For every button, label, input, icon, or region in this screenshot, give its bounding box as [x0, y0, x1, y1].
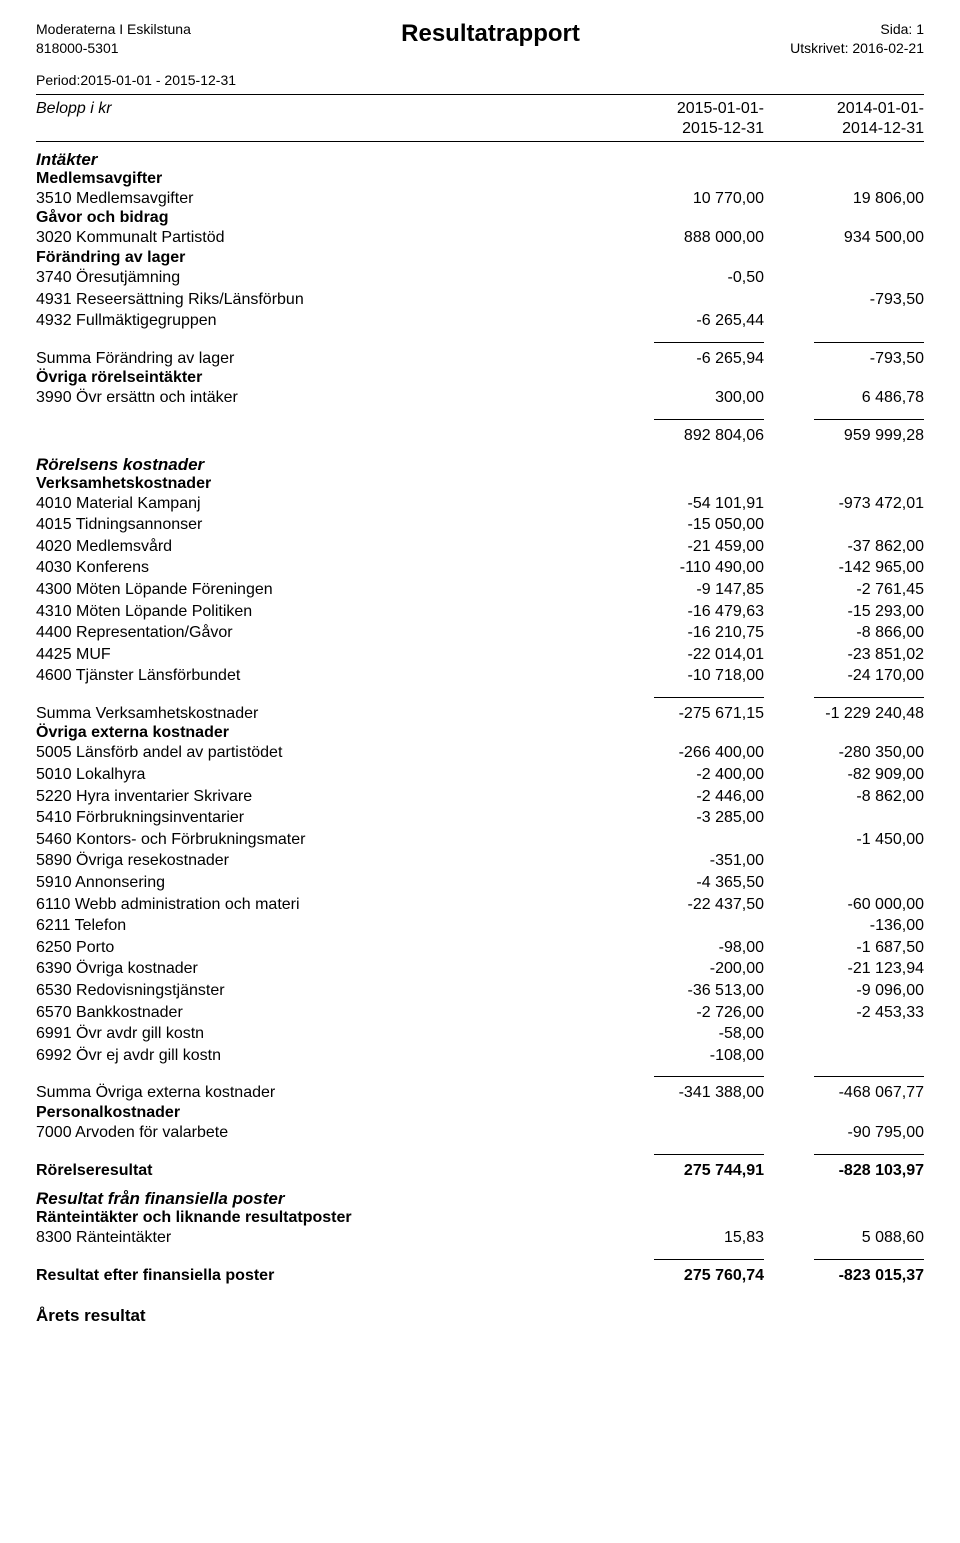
subhead-gavor: Gåvor och bidrag [36, 209, 924, 227]
table-row: 5005 Länsförb andel av partistödet-266 4… [36, 742, 924, 764]
subhead-forandring: Förändring av lager [36, 249, 924, 267]
header-right: Sida: 1 Utskrivet: 2016-02-21 [790, 20, 924, 58]
table-row: 6991 Övr avdr gill kostn-58,00 [36, 1023, 924, 1045]
divider [36, 141, 924, 142]
sum-underline [36, 685, 924, 703]
section-rkost: Rörelsens kostnader [36, 455, 924, 475]
divider [36, 94, 924, 95]
table-row: 4931 Reseersättning Riks/Länsförbun -793… [36, 289, 924, 311]
table-row: 4015 Tidningsannonser-15 050,00 [36, 514, 924, 536]
table-row: 6390 Övriga kostnader-200,00-21 123,94 [36, 958, 924, 980]
table-row: 8300 Ränteintäkter15,835 088,60 [36, 1227, 924, 1249]
table-row: 3740 Öresutjämning -0,50 [36, 267, 924, 289]
subhead-pers: Personalkostnader [36, 1104, 924, 1122]
table-row: 4400 Representation/Gåvor-16 210,75-8 86… [36, 622, 924, 644]
page-number: Sida: 1 [790, 20, 924, 39]
section-intakter: Intäkter [36, 150, 924, 170]
period1-header: 2015-01-01- 2015-12-31 [604, 99, 764, 139]
subhead-ovrext: Övriga externa kostnader [36, 724, 924, 742]
table-row: 4300 Möten Löpande Föreningen-9 147,85-2… [36, 579, 924, 601]
sum-underline [36, 1064, 924, 1082]
table-row: 4010 Material Kampanj-54 101,91-973 472,… [36, 493, 924, 515]
table-row: 4425 MUF-22 014,01-23 851,02 [36, 644, 924, 666]
table-row: 5890 Övriga resekostnader-351,00 [36, 850, 924, 872]
arets-resultat-label: Årets resultat [36, 1306, 924, 1326]
table-row: 4600 Tjänster Länsförbundet-10 718,00-24… [36, 665, 924, 687]
table-row: 7000 Arvoden för valarbete-90 795,00 [36, 1122, 924, 1144]
table-row: 6992 Övr ej avdr gill kostn-108,00 [36, 1045, 924, 1067]
sum-underline [36, 407, 924, 425]
sum-underline [36, 1142, 924, 1160]
period2-header: 2014-01-01- 2014-12-31 [764, 99, 924, 139]
table-row: 3020 Kommunalt Partistöd 888 000,00 934 … [36, 227, 924, 249]
table-row: 4020 Medlemsvård-21 459,00-37 862,00 [36, 536, 924, 558]
org-number: 818000-5301 [36, 39, 191, 58]
table-row: 4932 Fullmäktigegruppen -6 265,44 [36, 310, 924, 332]
table-row: 5010 Lokalhyra-2 400,00-82 909,00 [36, 764, 924, 786]
sum-row: Summa Övriga externa kostnader-341 388,0… [36, 1082, 924, 1104]
table-row: 3990 Övr ersättn och intäker 300,00 6 48… [36, 387, 924, 409]
sum-underline [36, 1247, 924, 1265]
section-finpost: Resultat från finansiella poster [36, 1189, 924, 1209]
header-left: Moderaterna I Eskilstuna 818000-5301 [36, 20, 191, 58]
table-row: 6110 Webb administration och materi-22 4… [36, 894, 924, 916]
table-row: 4030 Konferens-110 490,00-142 965,00 [36, 557, 924, 579]
table-row: 5910 Annonsering-4 365,50 [36, 872, 924, 894]
table-row: 6211 Telefon-136,00 [36, 915, 924, 937]
rorelseresultat-row: Rörelseresultat275 744,91-828 103,97 [36, 1160, 924, 1182]
sum-row: Summa Verksamhetskostnader-275 671,15-1 … [36, 703, 924, 725]
period-line: Period:2015-01-01 - 2015-12-31 [36, 72, 924, 88]
subhead-medlemsavgifter: Medlemsavgifter [36, 170, 924, 188]
subhead-rante: Ränteintäkter och liknande resultatposte… [36, 1209, 924, 1227]
table-row: 5220 Hyra inventarier Skrivare-2 446,00-… [36, 786, 924, 808]
report-page: Moderaterna I Eskilstuna 818000-5301 Res… [0, 0, 960, 1356]
report-header: Moderaterna I Eskilstuna 818000-5301 Res… [36, 20, 924, 58]
belopp-label: Belopp i kr [36, 99, 604, 139]
table-row: 5460 Kontors- och Förbrukningsmater-1 45… [36, 829, 924, 851]
table-row: 4310 Möten Löpande Politiken-16 479,63-1… [36, 601, 924, 623]
table-row: 6570 Bankkostnader-2 726,00-2 453,33 [36, 1002, 924, 1024]
resultat-efter-fin-row: Resultat efter finansiella poster275 760… [36, 1265, 924, 1287]
table-row: 5410 Förbrukningsinventarier-3 285,00 [36, 807, 924, 829]
table-row: 3510 Medlemsavgifter 10 770,00 19 806,00 [36, 188, 924, 210]
org-name: Moderaterna I Eskilstuna [36, 20, 191, 39]
sum-underline [36, 330, 924, 348]
total-intakter-row: 892 804,06 959 999,28 [36, 425, 924, 447]
printed-date: Utskrivet: 2016-02-21 [790, 39, 924, 58]
sum-row: Summa Förändring av lager -6 265,94 -793… [36, 348, 924, 370]
table-row: 6250 Porto-98,00-1 687,50 [36, 937, 924, 959]
subhead-verks: Verksamhetskostnader [36, 475, 924, 493]
report-title: Resultatrapport [191, 20, 790, 48]
table-row: 6530 Redovisningstjänster-36 513,00-9 09… [36, 980, 924, 1002]
subhead-ovrror: Övriga rörelseintäkter [36, 369, 924, 387]
column-headers: Belopp i kr 2015-01-01- 2015-12-31 2014-… [36, 99, 924, 139]
